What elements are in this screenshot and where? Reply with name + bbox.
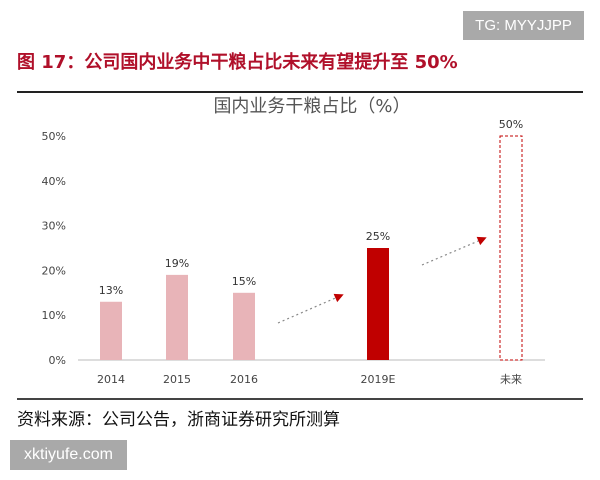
trend-arrow-line	[277, 295, 341, 324]
arrowhead-icon	[333, 293, 344, 303]
watermark-bottom: xktiyufe.com	[10, 440, 127, 470]
divider-top	[17, 91, 583, 93]
watermark-top: TG: MYYJJPP	[463, 11, 584, 40]
chart-title: 国内业务干粮占比（%）	[213, 96, 410, 117]
x-tick-label: 2014	[97, 373, 125, 386]
y-tick-label: 0%	[49, 354, 66, 367]
source-note: 资料来源：公司公告，浙商证券研究所测算	[17, 410, 340, 430]
trend-arrow-line	[421, 238, 484, 266]
y-tick-label: 20%	[42, 264, 66, 277]
y-tick-label: 50%	[42, 130, 66, 143]
bar-未来	[499, 135, 523, 361]
bar-2019E	[367, 248, 389, 360]
figure-title: 图 17：公司国内业务中干粮占比未来有望提升至 50%	[17, 52, 458, 73]
data-label: 50%	[499, 118, 523, 131]
bar-2015	[166, 274, 188, 360]
data-label: 25%	[366, 230, 390, 243]
arrowhead-icon	[476, 236, 487, 246]
divider-bottom	[17, 398, 583, 400]
y-tick-label: 10%	[42, 309, 66, 322]
data-label: 19%	[165, 257, 189, 270]
x-tick-label: 2019E	[361, 373, 396, 386]
y-tick-label: 30%	[42, 220, 66, 233]
data-label: 13%	[99, 284, 123, 297]
bar-2016	[233, 292, 255, 360]
bar-2014	[100, 301, 122, 360]
data-label: 15%	[232, 275, 256, 288]
bar-chart: 国内业务干粮占比（%） 0% 10% 20% 30% 40% 50% 13% 2014 19% 2…	[42, 96, 545, 386]
y-tick-label: 40%	[42, 175, 66, 188]
x-tick-label: 2016	[230, 373, 258, 386]
x-tick-label: 2015	[163, 373, 191, 386]
x-tick-label: 未来	[500, 373, 522, 386]
